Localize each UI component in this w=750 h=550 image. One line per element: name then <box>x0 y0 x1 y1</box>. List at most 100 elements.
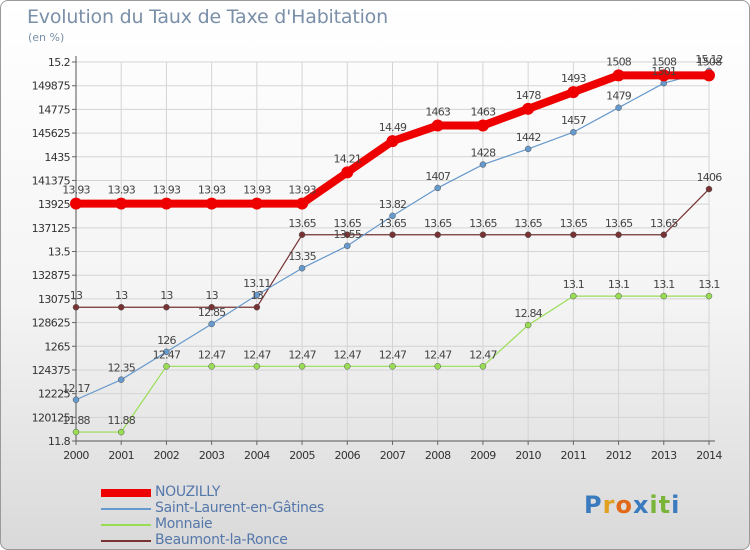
data-label: 12.85 <box>198 306 226 319</box>
data-point <box>476 119 489 132</box>
legend-label: NOUZILLY <box>155 484 221 500</box>
data-label: 14.21 <box>334 152 362 165</box>
x-tick-label: 2005 <box>289 449 315 462</box>
data-label: 13.1 <box>698 278 719 291</box>
data-label: 1493 <box>561 72 587 85</box>
data-point <box>479 161 487 168</box>
data-label: 1407 <box>425 170 451 183</box>
data-label: 15.12 <box>695 53 723 66</box>
data-point <box>567 86 580 99</box>
data-point <box>389 212 396 220</box>
y-tick-label: 13.5 <box>48 246 71 259</box>
y-tick-label: 1265 <box>44 340 70 353</box>
data-label: 13.65 <box>288 217 316 230</box>
data-point <box>163 303 170 311</box>
data-point <box>208 303 215 311</box>
data-label: 13.65 <box>469 217 497 230</box>
data-point <box>615 292 622 300</box>
y-tick-label: 128625 <box>32 317 71 330</box>
data-point <box>72 303 80 311</box>
data-label: 13.93 <box>198 184 226 197</box>
chart-unit-label: (en %) <box>28 31 65 44</box>
data-point <box>160 197 173 210</box>
data-point <box>344 242 351 250</box>
data-point <box>115 197 128 210</box>
grid <box>75 61 710 442</box>
logo-letter: t <box>658 491 672 519</box>
data-label: 13 <box>251 289 264 302</box>
data-label: 12.47 <box>334 348 362 361</box>
logo-letter: o <box>615 491 633 519</box>
data-label: 1479 <box>606 90 632 103</box>
data-point <box>389 363 396 370</box>
data-label: 13.93 <box>153 184 181 197</box>
data-label: 11.88 <box>107 414 135 427</box>
data-label: 13.65 <box>334 217 362 230</box>
series-lines <box>70 67 715 436</box>
y-tick-label: 120125 <box>32 411 71 424</box>
data-point <box>298 264 306 272</box>
data-label: 13.82 <box>379 198 407 211</box>
data-label: 13.65 <box>514 217 542 230</box>
data-point <box>386 135 399 148</box>
data-point <box>70 197 82 210</box>
data-label: 12.47 <box>469 348 497 361</box>
y-tick-label: 13075 <box>38 293 71 306</box>
data-point <box>117 303 125 311</box>
x-tick-label: 2000 <box>63 449 89 462</box>
data-point <box>660 292 668 300</box>
data-label: 13.55 <box>334 228 362 241</box>
data-label: 12.47 <box>288 348 316 361</box>
x-tick-label: 2001 <box>108 449 134 462</box>
data-label: 13.93 <box>288 184 316 197</box>
legend-label: Monnaie <box>155 516 213 532</box>
data-point <box>524 231 532 239</box>
data-label: 12.35 <box>107 362 135 375</box>
data-point <box>253 363 261 370</box>
y-tick-label: 13925 <box>38 198 71 211</box>
data-point <box>250 197 263 210</box>
data-label: 1508 <box>606 55 632 68</box>
data-label: 12.47 <box>243 348 271 361</box>
data-point <box>341 166 354 179</box>
logo-letter: i <box>671 491 681 519</box>
data-label: 1406 <box>697 171 723 184</box>
data-point <box>163 348 170 356</box>
data-point <box>705 292 713 300</box>
logo-letter: x <box>632 491 650 519</box>
data-point <box>612 69 625 82</box>
x-tick-label: 2011 <box>561 449 587 462</box>
data-point <box>660 231 668 239</box>
data-label: 12.84 <box>514 307 542 320</box>
data-label: 1428 <box>471 147 497 160</box>
data-point <box>434 231 441 239</box>
x-tick-label: 2010 <box>515 449 541 462</box>
data-label: 1501 <box>651 65 676 78</box>
data-label: 13.1 <box>653 278 674 291</box>
data-point <box>570 231 577 239</box>
x-tick-label: 2012 <box>606 449 632 462</box>
data-point <box>434 363 441 370</box>
data-point <box>570 292 577 300</box>
x-tick-label: 2013 <box>651 449 677 462</box>
data-label: 13 <box>160 289 173 302</box>
data-point <box>522 102 535 115</box>
data-label: 13.65 <box>605 217 633 230</box>
data-point <box>657 69 670 82</box>
y-tick-label: 132875 <box>32 269 71 282</box>
y-tick-label: 12225 <box>38 388 71 401</box>
data-point <box>296 197 309 210</box>
data-label: 13.65 <box>379 217 407 230</box>
legend-swatch <box>101 508 151 510</box>
data-point <box>72 428 80 436</box>
data-point <box>479 231 487 239</box>
legend: NOUZILLY Saint-Laurent-en-Gâtines Monnaie B… <box>101 484 421 549</box>
data-point <box>570 128 577 136</box>
data-label: 13.35 <box>288 250 316 263</box>
data-label: 13 <box>70 289 83 302</box>
data-label: 1478 <box>516 89 542 102</box>
y-tick-label: 1435 <box>44 151 70 164</box>
data-label: 12.47 <box>153 348 181 361</box>
